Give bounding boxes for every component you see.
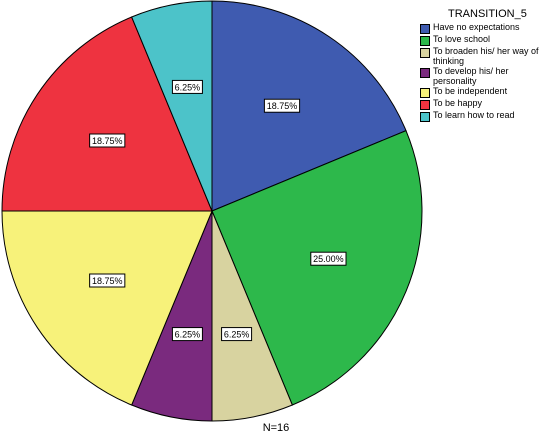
- slice-percent-text: 18.75%: [92, 136, 123, 146]
- slice-label-box: [171, 79, 203, 94]
- pie-slice: [1, 210, 213, 406]
- pie-slice: [211, 129, 423, 406]
- slice-data-label: 6.25%: [171, 327, 203, 342]
- legend-item: To develop his/ her personality: [420, 66, 550, 86]
- legend-item: To broaden his/ her way of thinking: [420, 46, 550, 66]
- slice-percent-text: 25.00%: [313, 254, 344, 264]
- legend-swatch: [420, 48, 430, 58]
- slice-percent-text: 18.75%: [92, 276, 123, 286]
- legend-swatch: [420, 68, 430, 78]
- legend-swatch: [420, 112, 430, 122]
- legend-item: To be happy: [420, 98, 550, 110]
- slice-data-label: 18.75%: [89, 133, 126, 148]
- slice-data-label: 18.75%: [263, 98, 301, 113]
- slice-data-label: 18.75%: [89, 273, 126, 288]
- slice-label-box: [89, 133, 126, 148]
- slice-label-box: [171, 327, 203, 342]
- slice-data-label: 6.25%: [221, 327, 253, 342]
- legend-label: To broaden his/ her way of thinking: [433, 46, 539, 66]
- legend-swatch: [420, 36, 430, 46]
- legend-item: Have no expectations: [420, 22, 550, 34]
- legend-title: TRANSITION_5: [448, 8, 527, 20]
- slice-percent-text: 6.25%: [224, 330, 250, 340]
- slice-label-box: [89, 273, 126, 288]
- legend-item: To love school: [420, 34, 550, 46]
- pie-slice: [130, 0, 213, 212]
- legend-label: To be happy: [433, 98, 483, 108]
- legend: TRANSITION_5 Have no expectations To love…: [420, 8, 550, 122]
- slice-label-box: [263, 98, 301, 113]
- legend-label: To be independent: [433, 86, 508, 96]
- sample-size-note: N=16: [262, 422, 290, 434]
- legend-swatch: [420, 100, 430, 110]
- slice-label-box: [221, 327, 253, 342]
- legend-item: To be independent: [420, 86, 550, 98]
- slice-percent-text: 6.25%: [175, 82, 201, 92]
- slice-data-label: 6.25%: [171, 79, 203, 94]
- pie-slice: [211, 0, 407, 212]
- slice-data-label: 25.00%: [310, 251, 347, 266]
- legend-swatch: [420, 88, 430, 98]
- slice-percent-text: 18.75%: [267, 101, 298, 111]
- slice-percent-text: 6.25%: [175, 330, 201, 340]
- legend-label: To learn how to read: [433, 110, 515, 120]
- legend-label: To love school: [433, 34, 491, 44]
- pie-slice: [1, 16, 213, 212]
- legend-items: Have no expectations To love school To bro…: [420, 22, 550, 122]
- legend-label: Have no expectations: [433, 22, 520, 32]
- legend-item: To learn how to read: [420, 110, 550, 122]
- legend-swatch: [420, 24, 430, 34]
- legend-label: To develop his/ her personality: [433, 66, 509, 86]
- slice-label-box: [310, 251, 347, 266]
